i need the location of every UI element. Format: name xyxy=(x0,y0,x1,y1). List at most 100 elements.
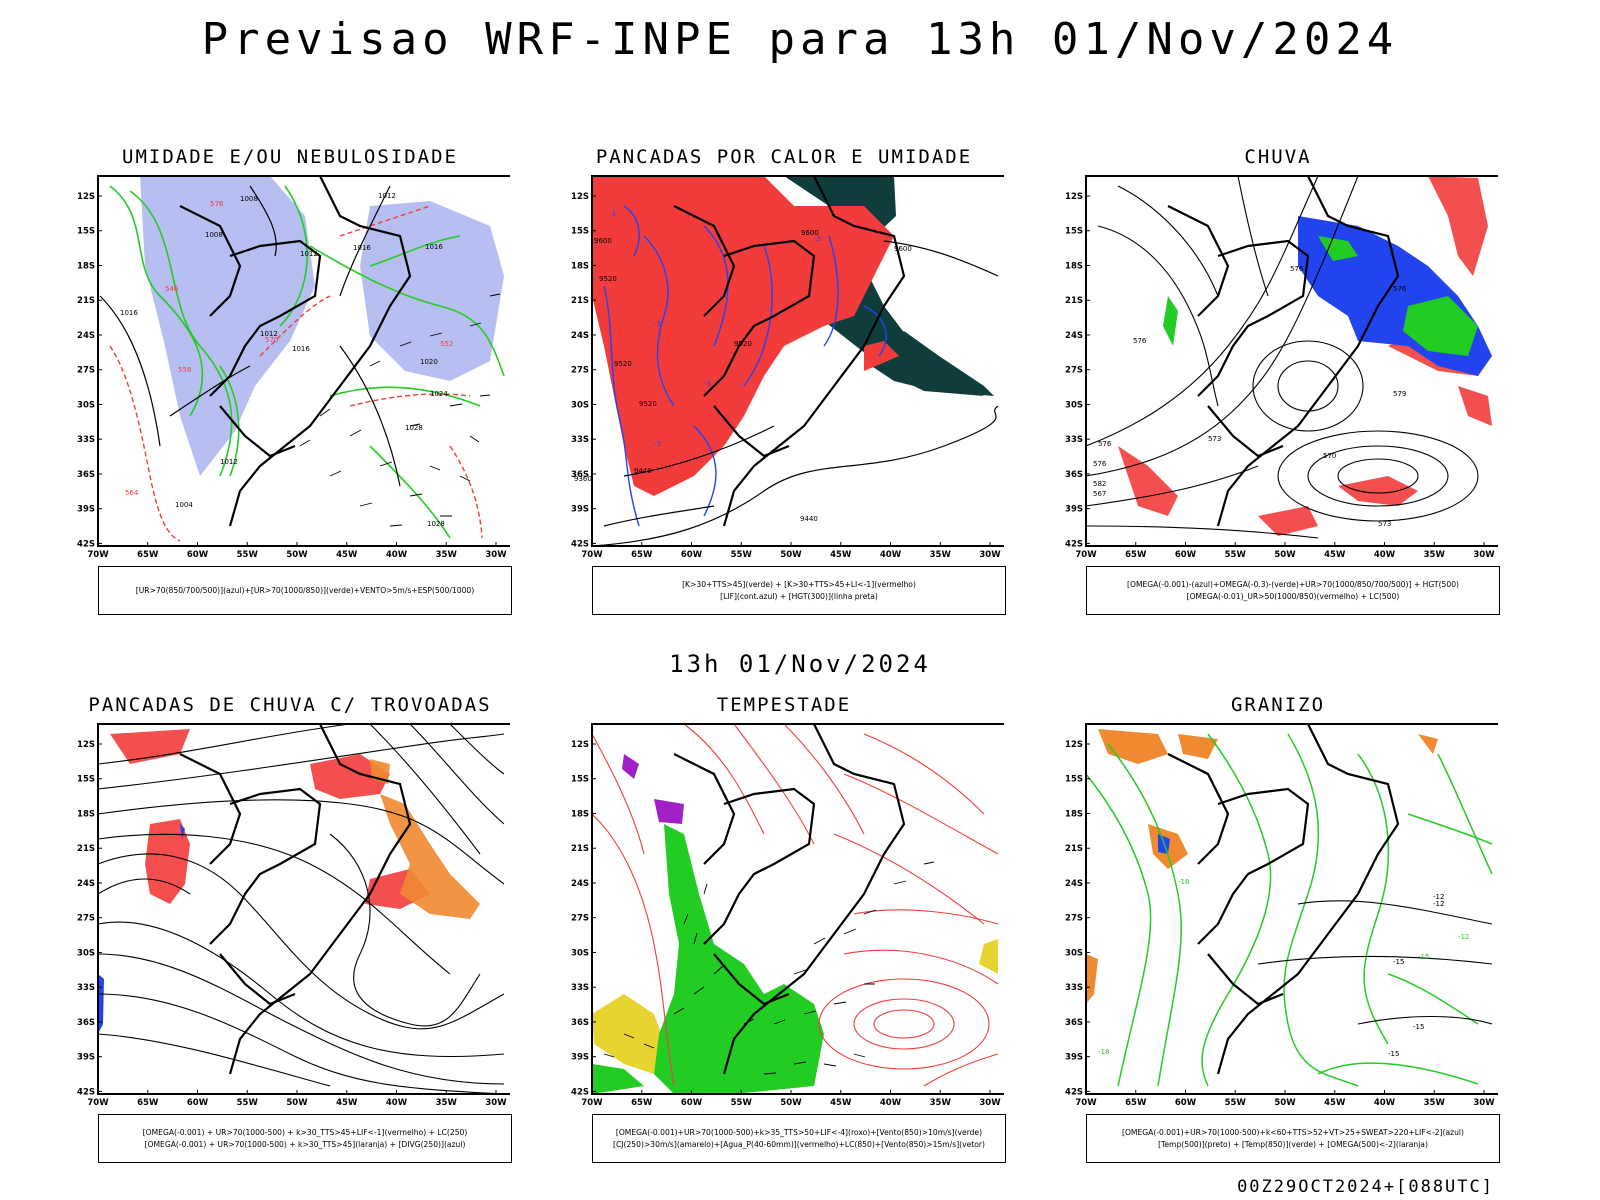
lat-tick-label: 33S xyxy=(1065,435,1083,445)
wind-vectors xyxy=(603,861,935,1075)
contour-label: 567 xyxy=(1093,490,1106,498)
contour-label: 576 xyxy=(1133,337,1147,345)
contour-label: 1016 xyxy=(425,243,443,251)
lat-tick-label: 42S xyxy=(77,1087,95,1097)
lat-tick-label: 21S xyxy=(571,296,589,306)
lon-tick-label: 55W xyxy=(731,550,753,560)
lat-tick-label: 21S xyxy=(77,844,95,854)
contour-label: -3 xyxy=(654,320,661,328)
lon-axis: 70W 65W 60W 55W 50W 45W 40W 35W 30W xyxy=(87,1090,507,1108)
panel-legend: [OMEGA(-0.001) + UR>70(1000-500) + k>30_… xyxy=(98,1114,512,1163)
lon-tick-label: 55W xyxy=(1225,550,1247,560)
field-green-lines xyxy=(1085,733,1493,1087)
panel-chuva: CHUVA xyxy=(1058,146,1500,615)
plot-frame xyxy=(1085,723,1498,1095)
map-plot[interactable]: -12 -12 -15 -15 -15 -18 -18 -12 -15 12S1… xyxy=(1058,694,1498,1114)
lat-tick-label: 36S xyxy=(571,1018,589,1028)
contour-label: -12 xyxy=(1458,933,1469,941)
lon-tick-label: 60W xyxy=(1175,1098,1197,1108)
map-plot[interactable]: 12S 15S 18S 21S 24S 27S 30S 33S 36S 39S 42S 70W 65W… xyxy=(70,694,510,1114)
lon-tick-label: 35W xyxy=(436,550,458,560)
panel-legend: [UR>70(850/700/500)](azul)+[UR>70(1000/8… xyxy=(98,566,512,615)
panel-pancadas-calor: PANCADAS POR CALOR E UMIDADE 9600 xyxy=(564,146,1006,615)
panel-title: PANCADAS POR CALOR E UMIDADE xyxy=(595,146,973,168)
lat-tick-label: 21S xyxy=(1065,844,1083,854)
contour-label: 1020 xyxy=(420,358,438,366)
lon-tick-label: 65W xyxy=(137,550,159,560)
lat-tick-label: 21S xyxy=(77,296,95,306)
legend-line: [OMEGA(-0.001) + UR>70(1000-500) + k>30_… xyxy=(144,1139,466,1149)
panel-title: GRANIZO xyxy=(1230,694,1326,716)
lat-tick-label: 27S xyxy=(571,366,589,376)
lat-tick-label: 33S xyxy=(77,435,95,445)
map-plot[interactable]: 9600 9600 9600 9520 9520 9520 9520 9440 … xyxy=(564,146,1004,566)
lon-tick-label: 55W xyxy=(237,1098,259,1108)
contour-label: 9440 xyxy=(634,467,652,475)
lat-tick-label: 24S xyxy=(77,331,95,341)
contour-label: 1008 xyxy=(205,231,223,239)
lon-tick-label: 50W xyxy=(780,550,802,560)
lat-tick-label: 36S xyxy=(1065,1018,1083,1028)
lon-tick-label: 40W xyxy=(880,1098,902,1108)
contour-label: -12 xyxy=(1433,900,1444,908)
lon-tick-label: 70W xyxy=(87,550,109,560)
lon-tick-label: 55W xyxy=(731,1098,753,1108)
lon-tick-label: 60W xyxy=(187,550,209,560)
country-borders xyxy=(179,175,412,527)
lat-tick-label: 18S xyxy=(571,809,589,819)
field-hgt xyxy=(591,240,999,547)
lat-tick-label: 18S xyxy=(77,261,95,271)
plot-frame xyxy=(97,723,510,1095)
contour-label: 1012 xyxy=(378,192,396,200)
map-plot[interactable]: 12S 15S 18S 21S 24S 27S 30S 33S 36S 39S 42S 70W 65W… xyxy=(564,694,1004,1114)
lat-tick-label: 39S xyxy=(1065,1053,1083,1063)
legend-line: [OMEGA(-0.01)_UR>50(1000/850)(vermelho) … xyxy=(1186,591,1400,601)
lon-tick-label: 65W xyxy=(1125,550,1147,560)
contour-label: 582 xyxy=(1093,480,1106,488)
legend-line: [OMEGA(-0.001)+UR>70(1000-500)+k<60+TTS>… xyxy=(1121,1127,1464,1137)
legend-line: [LIF](cont.azul) + [HGT(300)](linha pret… xyxy=(720,591,878,601)
lat-tick-label: 42S xyxy=(571,1087,589,1097)
contour-label: 9520 xyxy=(734,340,752,348)
lon-axis: 70W 65W 60W 55W 50W 45W 40W 35W 30W xyxy=(581,542,1001,560)
contour-label: 1004 xyxy=(175,501,193,509)
lat-tick-label: 30S xyxy=(77,400,95,410)
contour-label: 570 xyxy=(265,336,278,344)
contour-label: 9520 xyxy=(599,275,617,283)
field-green xyxy=(1163,236,1478,356)
lon-tick-label: 70W xyxy=(581,1098,603,1108)
lat-tick-label: 30S xyxy=(77,948,95,958)
lon-tick-label: 50W xyxy=(286,1098,308,1108)
lat-tick-label: 30S xyxy=(571,400,589,410)
contour-label: -3 xyxy=(704,380,711,388)
country-borders xyxy=(1167,175,1400,527)
lat-tick-label: 15S xyxy=(77,227,95,237)
lat-tick-label: 24S xyxy=(1065,331,1083,341)
lon-tick-label: 30W xyxy=(485,1098,507,1108)
lat-axis: 12S 15S 18S 21S 24S 27S 30S 33S 36S 39S 42S xyxy=(77,192,102,549)
lat-tick-label: 15S xyxy=(1065,775,1083,785)
lon-tick-label: 70W xyxy=(1075,1098,1097,1108)
lon-tick-label: 30W xyxy=(1473,550,1495,560)
legend-line: [OMEGA(-0.001) + UR>70(1000-500) + k>30_… xyxy=(142,1127,468,1137)
contour-label: 1012 xyxy=(300,250,318,258)
field-purple xyxy=(622,754,684,824)
legend-line: [Temp(500)](preto) + [Temp(850)](verde) … xyxy=(1158,1139,1428,1149)
lat-tick-label: 15S xyxy=(1065,227,1083,237)
map-plot[interactable]: 576 576 576 579 576 570 573 582 576 567 … xyxy=(1058,146,1498,566)
contour-label: 546 xyxy=(165,285,179,293)
lat-tick-label: 30S xyxy=(1065,400,1083,410)
contour-label: -12 xyxy=(1433,893,1444,901)
contour-label: -15 xyxy=(1413,1023,1424,1031)
legend-line: [K>30+TTS>45](verde) + [K>30+TTS>45+LI<-… xyxy=(682,579,916,589)
panel-trovoadas: PANCADAS DE CHUVA C/ TROVOADAS xyxy=(70,694,512,1163)
lat-tick-label: 42S xyxy=(571,539,589,549)
lat-tick-label: 12S xyxy=(77,740,95,750)
lon-tick-label: 50W xyxy=(1274,1098,1296,1108)
contour-label: -18 xyxy=(1098,1048,1109,1056)
lon-tick-label: 45W xyxy=(830,1098,852,1108)
panel-legend: [OMEGA(-0.001)+UR>70(1000-500)+k<60+TTS>… xyxy=(1086,1114,1500,1163)
contour-label: 579 xyxy=(1393,390,1406,398)
map-plot[interactable]: 1008 1008 1012 1012 1016 1016 1016 1020 … xyxy=(70,146,510,566)
lat-tick-label: 30S xyxy=(1065,948,1083,958)
